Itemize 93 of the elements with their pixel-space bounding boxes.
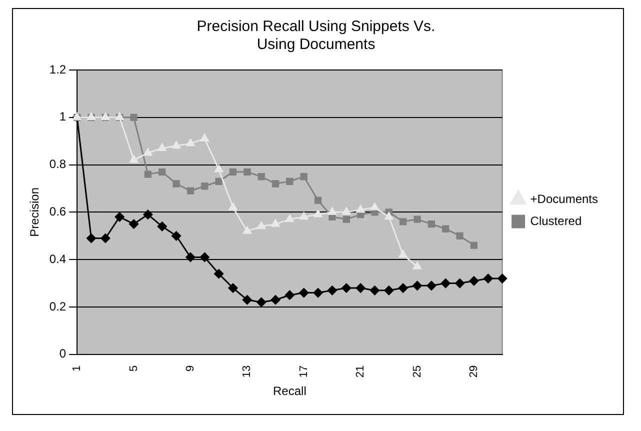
point (400, 218, 407, 226)
y-tick-label: 0.2 (49, 299, 66, 314)
point (384, 212, 394, 220)
point (129, 219, 139, 229)
point (214, 269, 224, 279)
point (314, 196, 322, 204)
point (172, 141, 181, 149)
y-tick-label: 0 (59, 346, 66, 361)
point (300, 212, 308, 220)
point (157, 222, 167, 232)
point (384, 286, 394, 296)
point (412, 280, 422, 290)
x-tick-label: 1 (71, 365, 84, 372)
legend-label: Clustered (530, 214, 582, 228)
point (158, 143, 166, 151)
point (299, 288, 309, 298)
point (286, 178, 294, 185)
point (271, 219, 280, 227)
y-tick-label: 1.2 (49, 62, 66, 76)
point (356, 205, 365, 213)
point (144, 170, 152, 178)
point (229, 168, 237, 176)
x-tick-label: 21 (354, 365, 367, 378)
point (440, 278, 450, 288)
point (242, 295, 252, 305)
point (186, 187, 194, 194)
x-tick-label: 13 (241, 365, 254, 378)
point (370, 202, 379, 210)
point (130, 155, 138, 163)
point (228, 283, 238, 293)
point (342, 216, 350, 223)
point (428, 220, 436, 228)
point (284, 290, 294, 300)
x-tick-label: 25 (411, 365, 424, 378)
y-tick-label: 0.6 (49, 204, 66, 218)
y-axis-title: Precision (28, 188, 42, 237)
point (186, 252, 196, 262)
point (172, 180, 180, 188)
point (470, 242, 478, 249)
y-tick-label: 0.4 (49, 252, 66, 266)
x-tick-label: 29 (468, 365, 480, 378)
point (86, 234, 96, 243)
point (228, 202, 238, 210)
text: Precision Recall Using Snippets Vs. (196, 18, 436, 36)
point (456, 232, 464, 240)
legend-label: +Documents (530, 192, 598, 206)
x-tick-label: 9 (184, 365, 197, 372)
x-tick-label: 5 (128, 365, 140, 372)
point (114, 212, 124, 222)
point (143, 210, 153, 220)
point (285, 214, 294, 222)
point (100, 234, 110, 243)
point (426, 280, 436, 290)
point (270, 295, 280, 305)
point (144, 148, 152, 156)
point (342, 283, 352, 293)
point (314, 210, 322, 218)
point (256, 297, 266, 307)
point (200, 134, 209, 142)
point (242, 226, 252, 234)
point (272, 180, 280, 188)
point (328, 207, 336, 215)
point (455, 278, 465, 288)
point (130, 114, 138, 121)
point (158, 168, 166, 176)
point (215, 178, 222, 185)
point (498, 274, 508, 284)
point (214, 164, 224, 172)
x-tick-label: 17 (298, 365, 310, 378)
point (398, 250, 408, 258)
point (370, 286, 380, 296)
point (342, 207, 351, 215)
point (244, 168, 251, 176)
point (414, 216, 421, 223)
point (313, 288, 323, 298)
point (398, 283, 408, 293)
point (413, 262, 422, 270)
y-tick-label: 0.8 (49, 157, 66, 172)
point (257, 222, 266, 230)
point (300, 173, 308, 180)
point (469, 276, 479, 286)
y-tick-label: 1 (59, 110, 66, 124)
point (200, 252, 210, 262)
point (442, 225, 450, 232)
point (258, 173, 265, 180)
x-axis-title: Recall (273, 384, 306, 398)
point (327, 286, 337, 296)
point (172, 231, 182, 241)
point (201, 182, 208, 190)
text: Using Documents (256, 36, 376, 54)
point (483, 274, 493, 284)
point (356, 283, 366, 293)
point (186, 138, 195, 146)
